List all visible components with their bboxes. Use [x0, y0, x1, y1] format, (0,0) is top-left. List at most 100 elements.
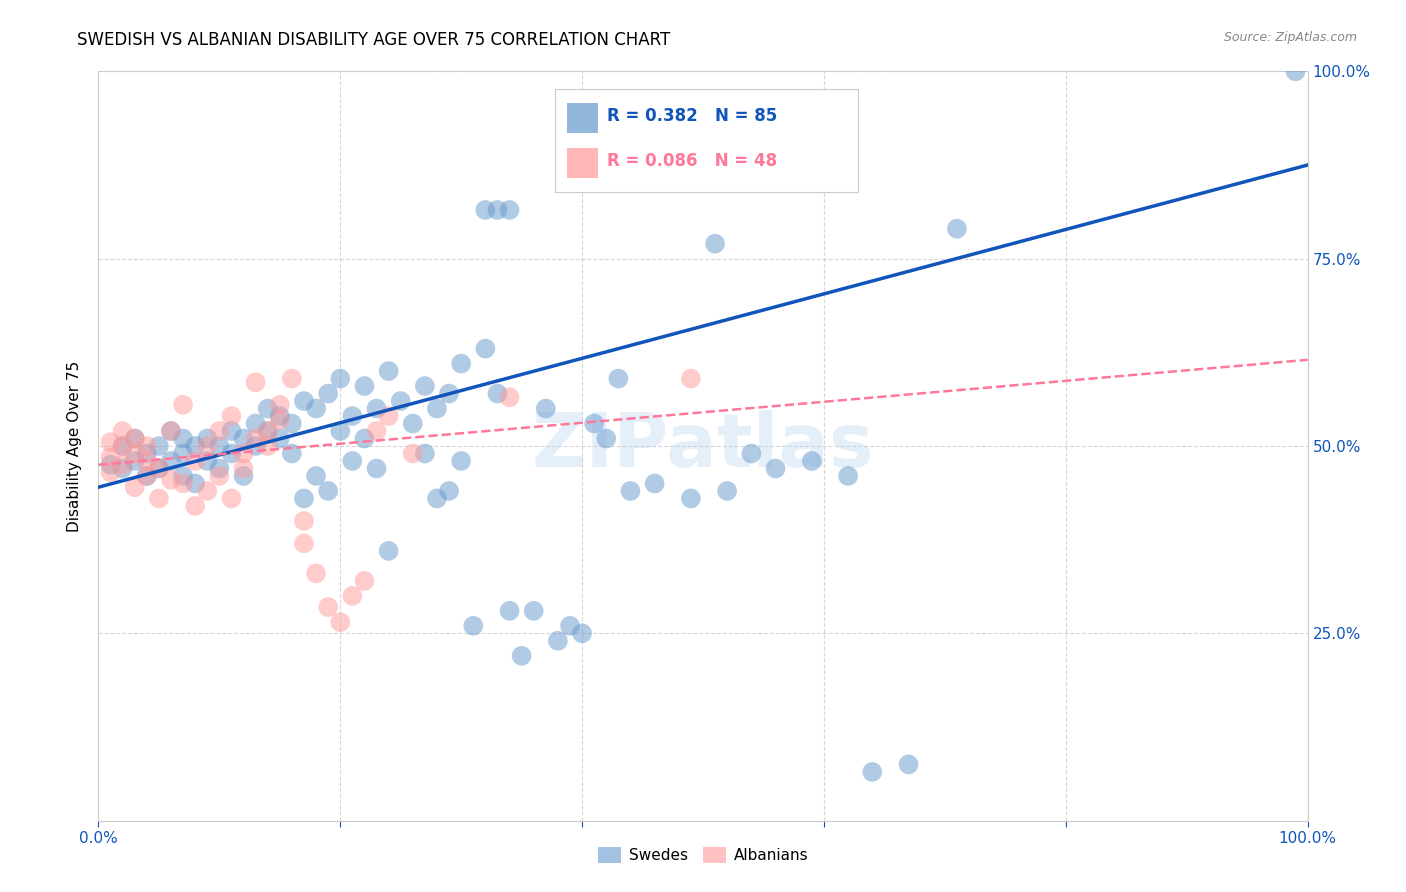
- Point: [437, 483, 460, 498]
- Point: [148, 461, 170, 475]
- Point: [245, 376, 267, 390]
- Point: [426, 401, 449, 416]
- Point: [172, 469, 194, 483]
- Point: [607, 371, 630, 385]
- Point: [644, 476, 666, 491]
- Point: [316, 483, 339, 498]
- Point: [305, 566, 328, 581]
- Point: [342, 454, 364, 468]
- Point: [281, 417, 304, 431]
- Point: [221, 446, 243, 460]
- Point: [232, 469, 254, 483]
- Point: [679, 491, 702, 506]
- Point: [281, 446, 304, 460]
- Point: [510, 648, 533, 663]
- Point: [195, 454, 218, 468]
- Point: [366, 461, 388, 475]
- Point: [366, 401, 388, 416]
- Point: [353, 432, 375, 446]
- Point: [135, 454, 157, 468]
- Y-axis label: Disability Age Over 75: Disability Age Over 75: [67, 360, 83, 532]
- Point: [377, 544, 399, 558]
- Point: [184, 499, 207, 513]
- Bar: [568, 148, 598, 178]
- Point: [704, 236, 727, 251]
- Point: [111, 439, 134, 453]
- Point: [172, 432, 194, 446]
- Point: [305, 401, 328, 416]
- Point: [402, 417, 425, 431]
- Point: [100, 450, 122, 465]
- Point: [124, 480, 146, 494]
- Point: [195, 432, 218, 446]
- Point: [208, 424, 231, 438]
- Point: [111, 439, 134, 453]
- Point: [135, 469, 157, 483]
- Point: [474, 342, 496, 356]
- Point: [269, 432, 291, 446]
- Point: [100, 435, 122, 450]
- Point: [800, 454, 823, 468]
- Point: [100, 465, 122, 479]
- Point: [256, 439, 278, 453]
- Point: [534, 401, 557, 416]
- Point: [366, 424, 388, 438]
- Point: [486, 202, 509, 217]
- Point: [486, 386, 509, 401]
- Point: [305, 469, 328, 483]
- Point: [135, 446, 157, 460]
- Point: [292, 536, 315, 550]
- Point: [195, 439, 218, 453]
- Point: [172, 476, 194, 491]
- Point: [208, 461, 231, 475]
- Point: [111, 458, 134, 472]
- Point: [245, 432, 267, 446]
- Point: [837, 469, 859, 483]
- Point: [256, 424, 278, 438]
- Point: [160, 424, 183, 438]
- Point: [595, 432, 617, 446]
- Point: [342, 409, 364, 423]
- Point: [413, 379, 436, 393]
- Point: [740, 446, 762, 460]
- Point: [679, 371, 702, 385]
- Point: [377, 364, 399, 378]
- Point: [498, 604, 520, 618]
- Point: [860, 764, 883, 779]
- Point: [413, 446, 436, 460]
- Bar: [568, 103, 598, 133]
- Point: [426, 491, 449, 506]
- Point: [172, 398, 194, 412]
- Point: [245, 439, 267, 453]
- Text: R = 0.086   N = 48: R = 0.086 N = 48: [607, 152, 778, 170]
- Point: [111, 461, 134, 475]
- Point: [172, 446, 194, 460]
- Point: [100, 458, 122, 472]
- Text: ZIPatlas: ZIPatlas: [531, 409, 875, 483]
- Point: [316, 600, 339, 615]
- Point: [402, 446, 425, 460]
- Point: [547, 633, 569, 648]
- Point: [716, 483, 738, 498]
- Point: [377, 409, 399, 423]
- Point: [946, 221, 969, 235]
- Point: [160, 473, 183, 487]
- Point: [765, 461, 787, 475]
- Point: [269, 409, 291, 423]
- Point: [245, 417, 267, 431]
- Point: [160, 424, 183, 438]
- Point: [571, 626, 593, 640]
- Point: [148, 491, 170, 506]
- Point: [389, 394, 412, 409]
- Point: [124, 446, 146, 460]
- Point: [463, 619, 485, 633]
- Point: [558, 619, 581, 633]
- Point: [208, 469, 231, 483]
- Point: [474, 202, 496, 217]
- Point: [232, 461, 254, 475]
- Point: [148, 461, 170, 475]
- Point: [232, 432, 254, 446]
- Point: [221, 424, 243, 438]
- Point: [184, 439, 207, 453]
- Point: [269, 413, 291, 427]
